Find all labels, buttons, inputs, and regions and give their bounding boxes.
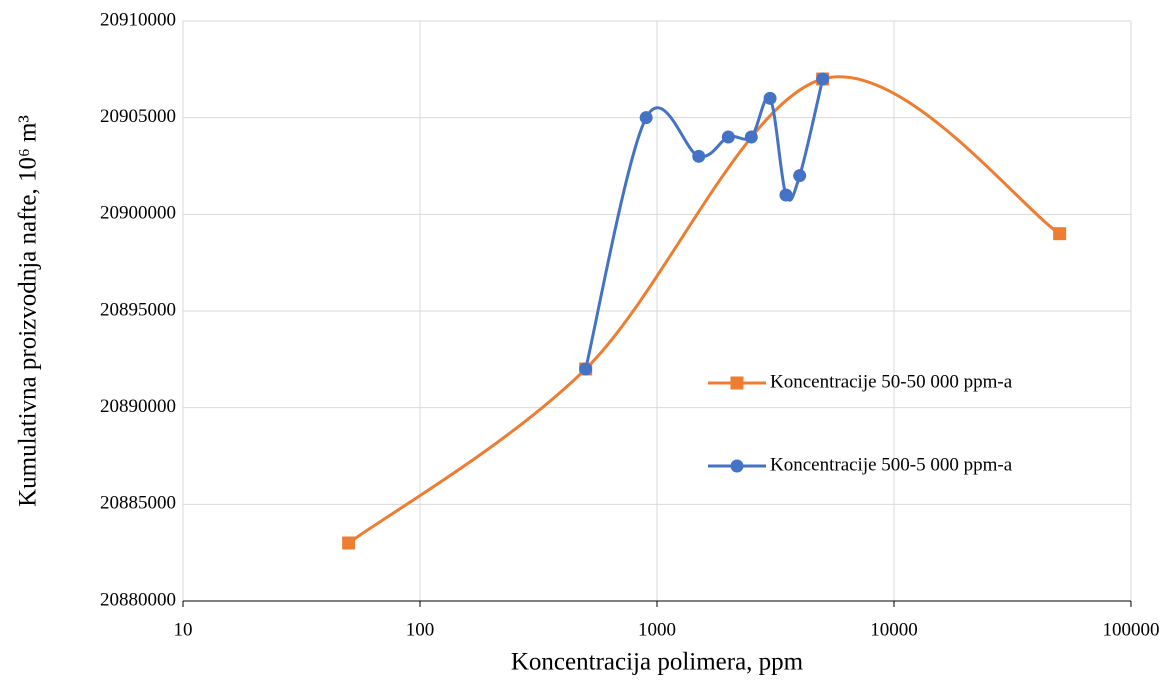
legend-marker (730, 376, 744, 390)
legend-label: Koncentracije 500-5 000 ppm-a (770, 454, 1013, 475)
y-tick-label: 20905000 (100, 106, 176, 127)
x-tick-label: 100000 (1103, 619, 1160, 640)
x-tick-label: 1000 (638, 619, 676, 640)
marker (744, 130, 758, 144)
x-axis-title: Koncentracija polimera, ppm (511, 649, 804, 676)
legend-label: Koncentracije 50-50 000 ppm-a (770, 371, 1013, 392)
y-tick-label: 20890000 (100, 396, 176, 417)
marker (793, 169, 807, 183)
marker (579, 362, 593, 376)
marker (1053, 227, 1067, 241)
y-tick-label: 20895000 (100, 299, 176, 320)
x-tick-label: 100 (406, 619, 435, 640)
y-tick-label: 20880000 (100, 589, 176, 610)
x-tick-label: 10 (174, 619, 193, 640)
marker (639, 111, 653, 125)
y-tick-label: 20910000 (100, 9, 176, 30)
marker (721, 130, 735, 144)
line (584, 78, 825, 370)
marker (816, 72, 830, 86)
x-tick-label: 10000 (870, 619, 918, 640)
marker (779, 188, 793, 202)
marker (763, 91, 777, 105)
legend-marker (730, 459, 744, 473)
y-tick-label: 20900000 (100, 203, 176, 224)
marker (692, 149, 706, 163)
y-axis-title: Kumulativna proizvodnja nafte, 10⁶ m³ (15, 115, 42, 507)
y-tick-label: 20885000 (100, 493, 176, 514)
line (347, 75, 1061, 545)
marker (342, 536, 356, 550)
